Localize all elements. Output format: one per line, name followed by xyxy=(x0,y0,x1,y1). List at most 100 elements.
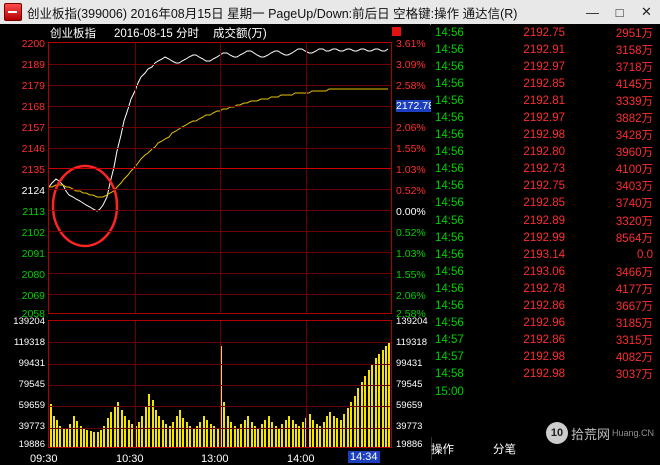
ytick-left-5: 2146 xyxy=(21,143,45,155)
table-row[interactable]: 14:56 2192.97 3718万 xyxy=(431,58,660,75)
xtick-highlight: 14:34 xyxy=(348,451,380,463)
ytick-left-1: 2189 xyxy=(21,59,45,71)
table-row[interactable]: 14:56 2192.89 3320万 xyxy=(431,212,660,229)
table-row[interactable]: 14:56 2193.14 0.0 xyxy=(431,246,660,263)
ytick-right-4: 1.55% xyxy=(396,143,426,155)
tick-volume: 0.0 xyxy=(637,248,653,261)
tick-volume: 3718万 xyxy=(615,61,653,74)
tick-time: 14:56 xyxy=(435,180,464,193)
vol-ytick-left-0: 139204 xyxy=(13,316,45,327)
minimize-button[interactable]: — xyxy=(586,4,599,20)
tick-volume: 3339万 xyxy=(615,95,653,108)
ytick-left-13: 2058 xyxy=(21,308,45,320)
tick-price: 2192.75 xyxy=(523,180,565,193)
ytick-right-1: 3.09% xyxy=(396,59,426,71)
ytick-right-8: 0.52% xyxy=(396,227,426,239)
table-row[interactable]: 14:56 2192.97 3882万 xyxy=(431,109,660,126)
tick-time: 14:56 xyxy=(435,300,464,313)
tick-volume: 3428万 xyxy=(615,130,653,143)
ytick-left-6: 2135 xyxy=(21,164,45,176)
watermark-subtext: Huang.CN xyxy=(611,428,654,438)
app-icon xyxy=(4,3,22,21)
watermark: 10 拾荒网 Huang.CN xyxy=(545,422,654,444)
tick-price: 2192.99 xyxy=(523,231,565,244)
table-row[interactable]: 14:56 2192.98 3428万 xyxy=(431,127,660,144)
tick-volume: 3037万 xyxy=(615,369,653,382)
tick-price: 2192.86 xyxy=(523,334,565,347)
tick-time: 14:56 xyxy=(435,129,464,142)
tick-time: 14:57 xyxy=(435,334,464,347)
ytick-right-3: 2.06% xyxy=(396,122,426,134)
ytick-left-3: 2168 xyxy=(21,101,45,113)
window-controls[interactable]: — □ ✕ xyxy=(579,0,660,24)
table-row[interactable]: 14:56 2192.80 3960万 xyxy=(431,144,660,161)
vol-ytick-left-4: 59659 xyxy=(18,400,45,411)
tick-volume: 8564万 xyxy=(615,232,653,245)
tick-volume: 4145万 xyxy=(615,78,653,91)
vol-ytick-right-3: 79545 xyxy=(396,379,423,390)
tick-time: 14:56 xyxy=(435,77,464,90)
tick-volume: 4082万 xyxy=(615,352,653,365)
table-row[interactable]: 14:56 2192.75 3403万 xyxy=(431,178,660,195)
tick-quote-list[interactable]: 14:56 2192.75 2951万 14:56 2192.91 3158万 … xyxy=(431,24,660,437)
table-row[interactable]: 14:56 2192.78 4177万 xyxy=(431,280,660,297)
ytick-right-6: 0.52% xyxy=(396,185,426,197)
xtick-1: 10:30 xyxy=(116,453,144,465)
chart-panel: 创业板指 2016-08-15 分时 成交额(万) xyxy=(0,24,434,465)
vol-ytick-left-3: 79545 xyxy=(18,379,45,390)
tick-price: 2192.73 xyxy=(523,163,565,176)
tick-volume: 3320万 xyxy=(615,215,653,228)
tick-price: 2192.86 xyxy=(523,300,565,313)
ytick-left-9: 2102 xyxy=(21,227,45,239)
table-row[interactable]: 14:56 2192.73 4100万 xyxy=(431,161,660,178)
annotation-ellipse xyxy=(51,164,119,248)
tick-price: 2192.85 xyxy=(523,197,565,210)
tick-time: 14:56 xyxy=(435,248,464,261)
tick-price: 2192.78 xyxy=(523,282,565,295)
table-row[interactable]: 14:56 2192.86 3667万 xyxy=(431,298,660,315)
table-row[interactable]: 14:56 2193.06 3466万 xyxy=(431,263,660,280)
table-row[interactable]: 14:56 2192.96 3185万 xyxy=(431,315,660,332)
red-square-icon xyxy=(392,27,401,36)
vol-ytick-right-4: 59659 xyxy=(396,400,423,411)
table-row[interactable]: 14:56 2192.81 3339万 xyxy=(431,92,660,109)
xtick-2: 13:00 xyxy=(201,453,229,465)
table-row[interactable]: 14:58 2192.98 3037万 xyxy=(431,366,660,383)
tick-volume: 3740万 xyxy=(615,198,653,211)
tick-price: 2192.75 xyxy=(523,26,565,39)
vol-ytick-right-6: 19886 xyxy=(396,439,423,450)
status-bar: 操作 分笔 xyxy=(431,437,660,460)
close-button[interactable]: ✕ xyxy=(641,4,652,19)
volume-bars xyxy=(50,342,390,447)
table-row[interactable]: 14:56 2192.85 3740万 xyxy=(431,195,660,212)
table-row[interactable]: 14:56 2192.99 8564万 xyxy=(431,229,660,246)
maximize-button[interactable]: □ xyxy=(615,4,624,20)
mode-label[interactable]: 分笔 xyxy=(493,444,516,456)
tick-volume: 3158万 xyxy=(615,44,653,57)
tick-price: 2192.80 xyxy=(523,146,565,159)
operation-label[interactable]: 操作 xyxy=(431,444,454,456)
vol-ytick-left-5: 39773 xyxy=(18,421,45,432)
table-row[interactable]: 14:56 2192.91 3158万 xyxy=(431,41,660,58)
window-title: 创业板指(399006) 2016年08月15日 星期一 PageUp/Down… xyxy=(27,6,518,21)
vol-ytick-right-5: 39773 xyxy=(396,421,423,432)
tick-time: 15:00 xyxy=(435,385,464,398)
tick-price: 2192.96 xyxy=(523,317,565,330)
table-row[interactable]: 15:00 xyxy=(431,383,660,400)
ytick-left-11: 2080 xyxy=(21,269,45,281)
table-row[interactable]: 14:56 2192.85 4145万 xyxy=(431,75,660,92)
table-row[interactable]: 14:57 2192.98 4082万 xyxy=(431,349,660,366)
tick-time: 14:56 xyxy=(435,94,464,107)
price-plot xyxy=(48,42,392,314)
tick-time: 14:56 xyxy=(435,197,464,210)
average-line xyxy=(49,88,388,198)
table-row[interactable]: 14:56 2192.75 2951万 xyxy=(431,24,660,41)
tick-time: 14:56 xyxy=(435,26,464,39)
tick-time: 14:56 xyxy=(435,214,464,227)
watermark-text: 拾荒网 xyxy=(570,426,610,442)
tick-price: 2193.06 xyxy=(523,265,565,278)
tick-price: 2192.85 xyxy=(523,77,565,90)
tick-price: 2192.98 xyxy=(523,129,565,142)
tick-time: 14:56 xyxy=(435,231,464,244)
table-row[interactable]: 14:57 2192.86 3315万 xyxy=(431,332,660,349)
